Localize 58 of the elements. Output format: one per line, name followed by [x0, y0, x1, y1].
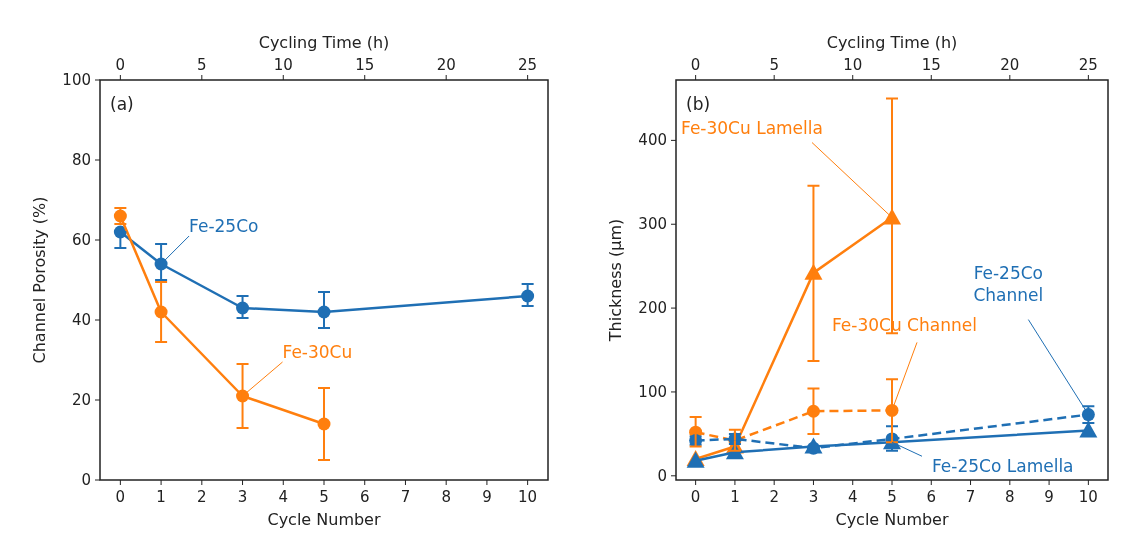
text: (a) — [110, 94, 134, 114]
x-tick-label: 1 — [730, 488, 740, 506]
x-tick-label: 2 — [769, 488, 779, 506]
y-tick-label: 20 — [71, 391, 91, 409]
x2-tick-label: 15 — [355, 56, 375, 74]
y-tick-label: 200 — [638, 299, 667, 318]
x-tick-label: 5 — [887, 488, 897, 506]
text: Fe-30Cu — [282, 342, 353, 362]
x-tick-label: 8 — [441, 488, 451, 506]
x2-tick-label: 0 — [690, 56, 701, 74]
y-tick-label: 100 — [638, 382, 667, 401]
x-axis-title: Cycle Number — [267, 510, 381, 529]
x-tick-label: 6 — [359, 488, 370, 506]
x2-tick-label: 20 — [1000, 56, 1020, 74]
x2-axis-title: Cycling Time (h) — [826, 33, 958, 52]
x-tick-label: 10 — [518, 488, 538, 506]
x-tick-label: 0 — [690, 488, 701, 506]
x2-tick-label: 15 — [921, 56, 941, 74]
x-tick-label: 7 — [965, 488, 976, 506]
y-tick-label: 400 — [638, 131, 667, 150]
x-tick-label: 2 — [197, 488, 207, 506]
x2-tick-label: 5 — [769, 56, 779, 74]
y-tick-label: 300 — [638, 215, 667, 234]
series-label: Fe-25Co Lamella — [932, 456, 1074, 477]
x2-tick-label: 0 — [115, 56, 126, 74]
x2-tick-label: 5 — [197, 56, 207, 74]
x-tick-label: 10 — [1078, 488, 1098, 506]
y-tick-label: 0 — [81, 471, 91, 489]
y-tick-label: 40 — [71, 311, 91, 329]
x2-axis-title: Cycling Time (h) — [258, 33, 390, 52]
series-label: Fe-25Co — [189, 216, 259, 236]
y-tick-label: 60 — [71, 231, 91, 249]
x-tick-label: 6 — [926, 488, 937, 506]
x-tick-label: 5 — [319, 488, 329, 506]
y-axis-title: Thickness (μm) — [606, 218, 625, 343]
text: (b) — [686, 94, 711, 114]
x2-tick-label: 20 — [436, 56, 456, 74]
y-tick-label: 80 — [71, 151, 91, 169]
x2-tick-label: 10 — [843, 56, 863, 74]
text: Fe-30Cu Lamella — [681, 117, 823, 138]
x-tick-label: 9 — [1044, 488, 1054, 506]
y-tick-label: 0 — [657, 466, 667, 485]
x-tick-label: 3 — [808, 488, 819, 506]
x-tick-label: 0 — [115, 488, 126, 506]
y-tick-label: 100 — [62, 71, 91, 89]
x-tick-label: 7 — [400, 488, 411, 506]
x-axis-title: Cycle Number — [835, 510, 949, 529]
y-axis-title: Channel Porosity (%) — [30, 196, 49, 364]
x2-tick-label: 25 — [1078, 56, 1098, 74]
x-tick-label: 4 — [278, 488, 289, 506]
x-tick-label: 4 — [847, 488, 858, 506]
x-tick-label: 8 — [1005, 488, 1015, 506]
x-tick-label: 1 — [156, 488, 166, 506]
text: Fe-25Co Channel — [973, 262, 1044, 305]
x2-tick-label: 10 — [273, 56, 293, 74]
x-tick-label: 9 — [482, 488, 492, 506]
x2-tick-label: 25 — [518, 56, 538, 74]
x-tick-label: 3 — [237, 488, 248, 506]
